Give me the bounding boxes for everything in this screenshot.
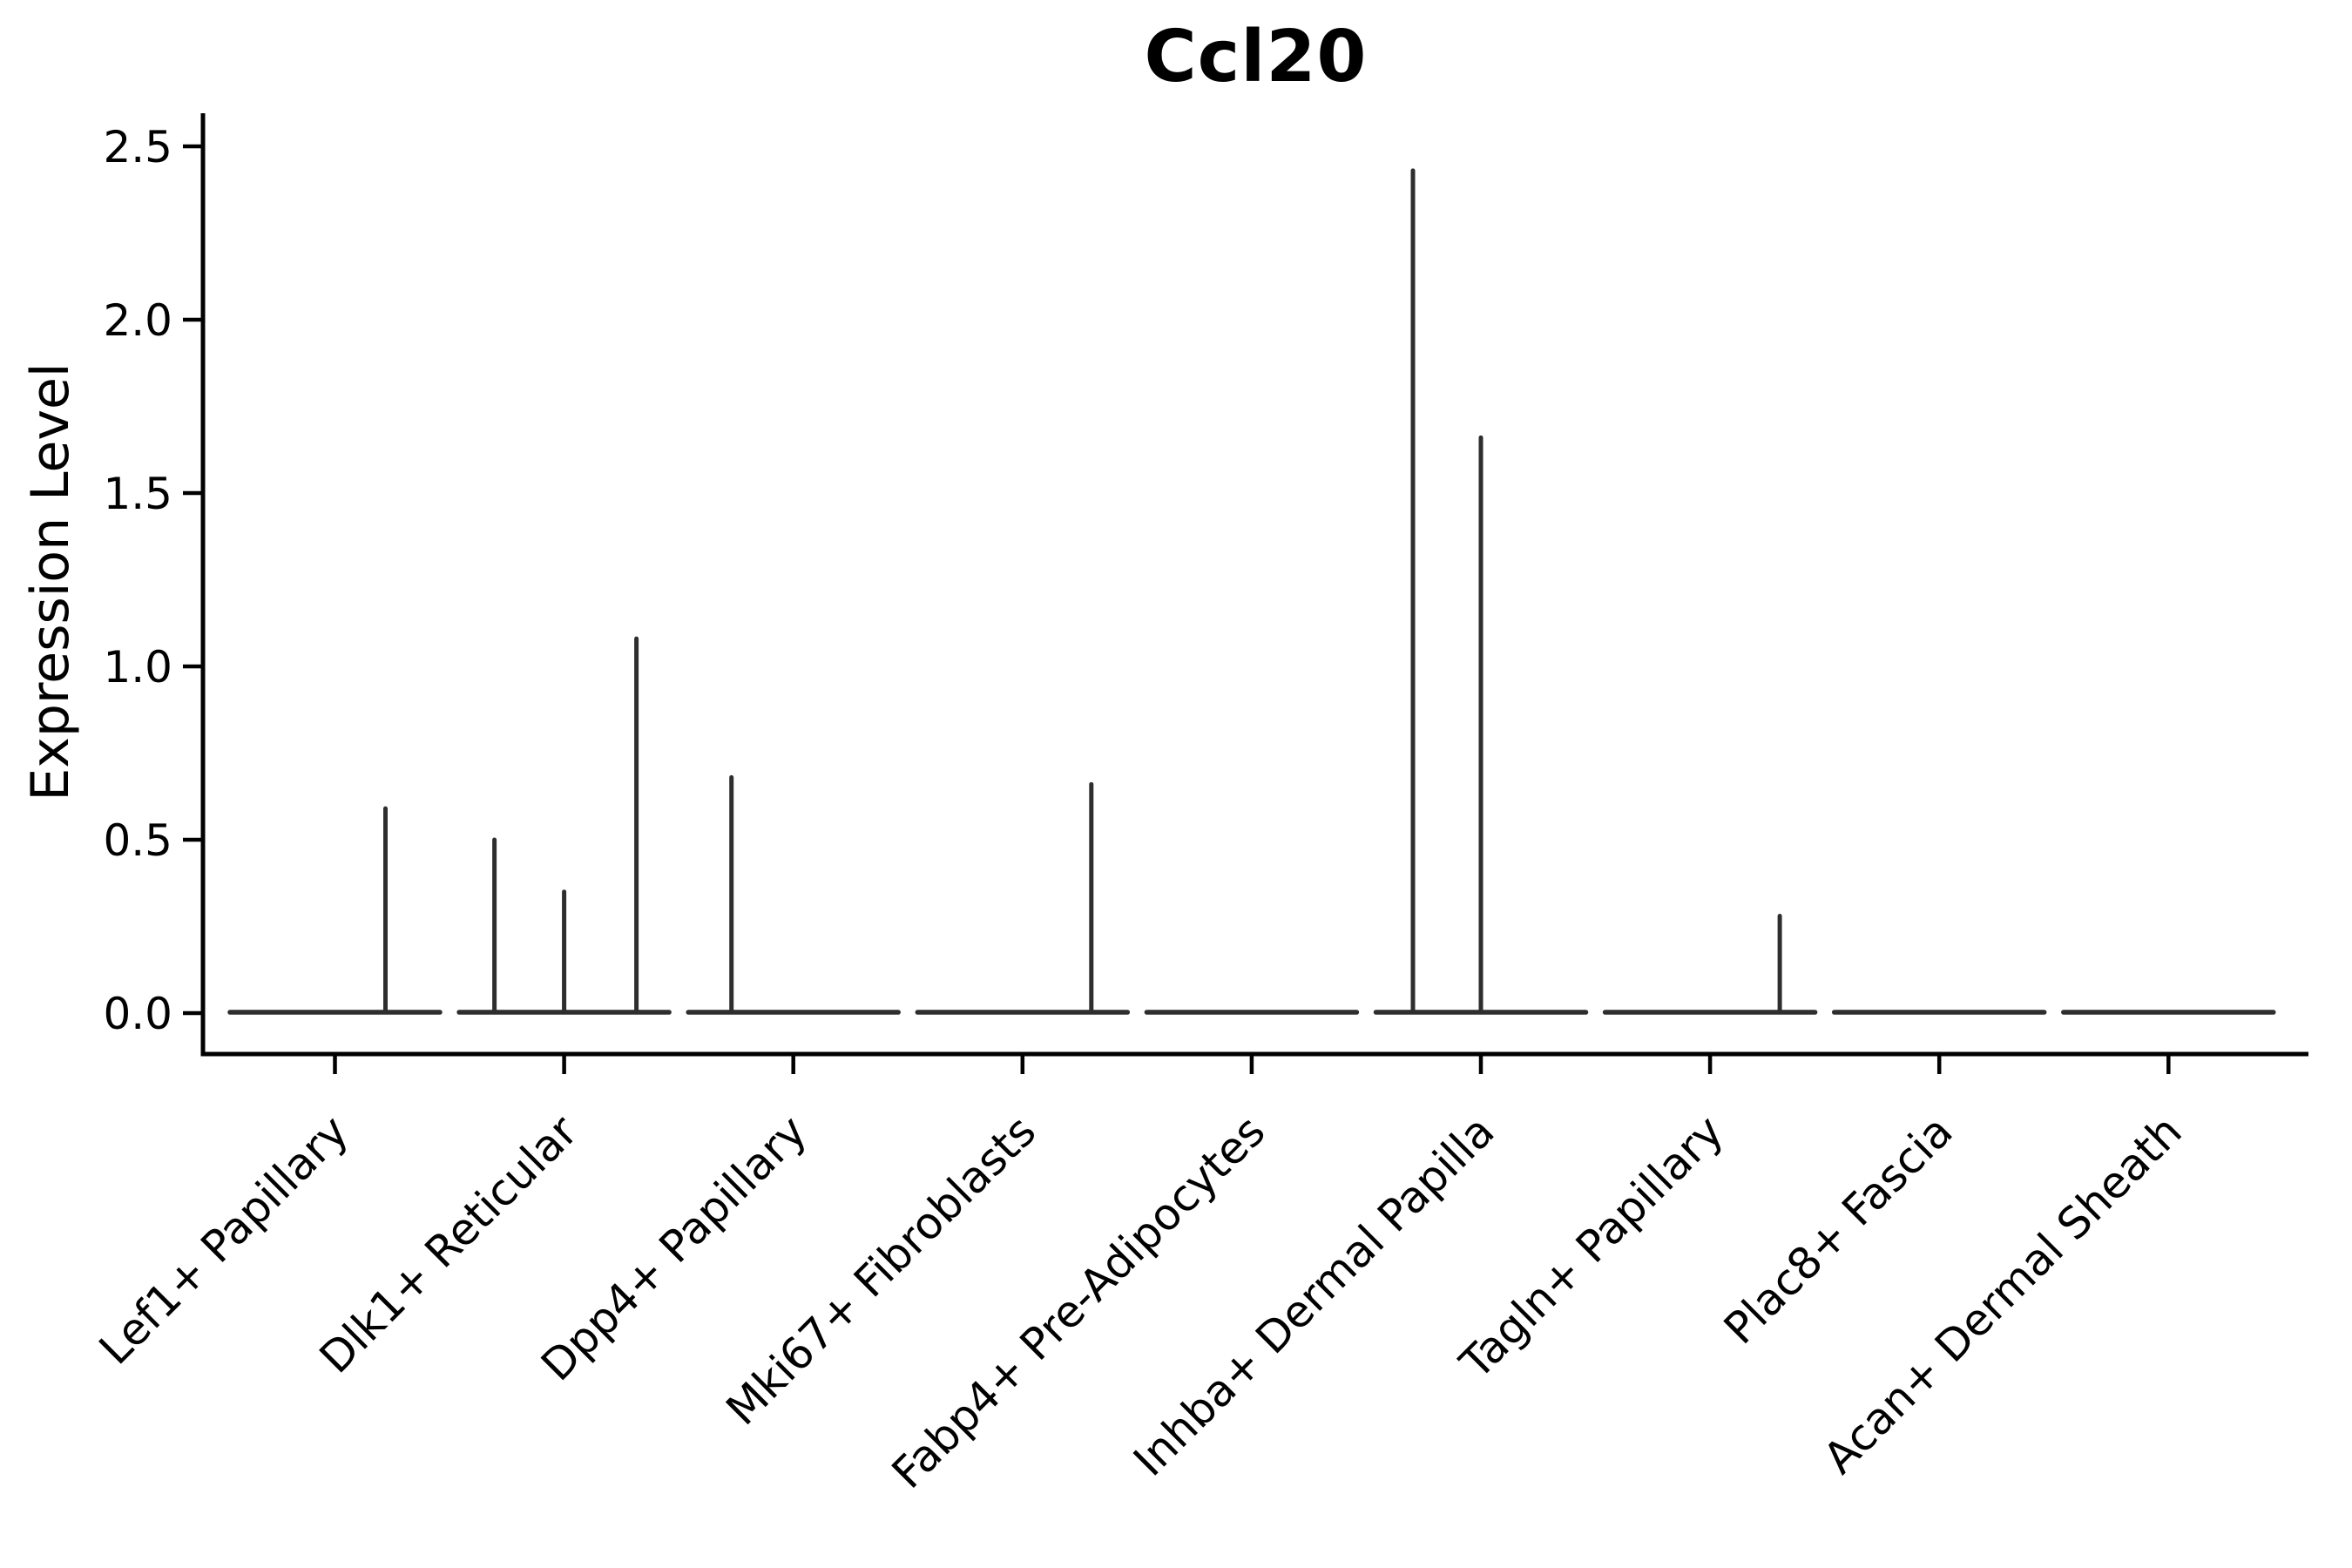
x-tick-label: Plac8+ Fascia	[1714, 1105, 1963, 1354]
y-tick-label: 1.0	[103, 642, 172, 693]
y-tick-label: 1.5	[103, 469, 172, 519]
y-tick-label: 2.5	[103, 122, 172, 172]
y-tick-label: 0.0	[103, 989, 172, 1039]
y-tick-label: 0.5	[103, 815, 172, 866]
x-tick-label: Fabp4+ Pre-Adipocytes	[882, 1105, 1275, 1498]
chart-title: Ccl20	[1144, 16, 1368, 98]
x-tick-label: Lef1+ Papillary	[90, 1105, 358, 1374]
y-tick-label: 2.0	[103, 295, 172, 346]
y-axis-title: Expression Level	[20, 362, 81, 801]
